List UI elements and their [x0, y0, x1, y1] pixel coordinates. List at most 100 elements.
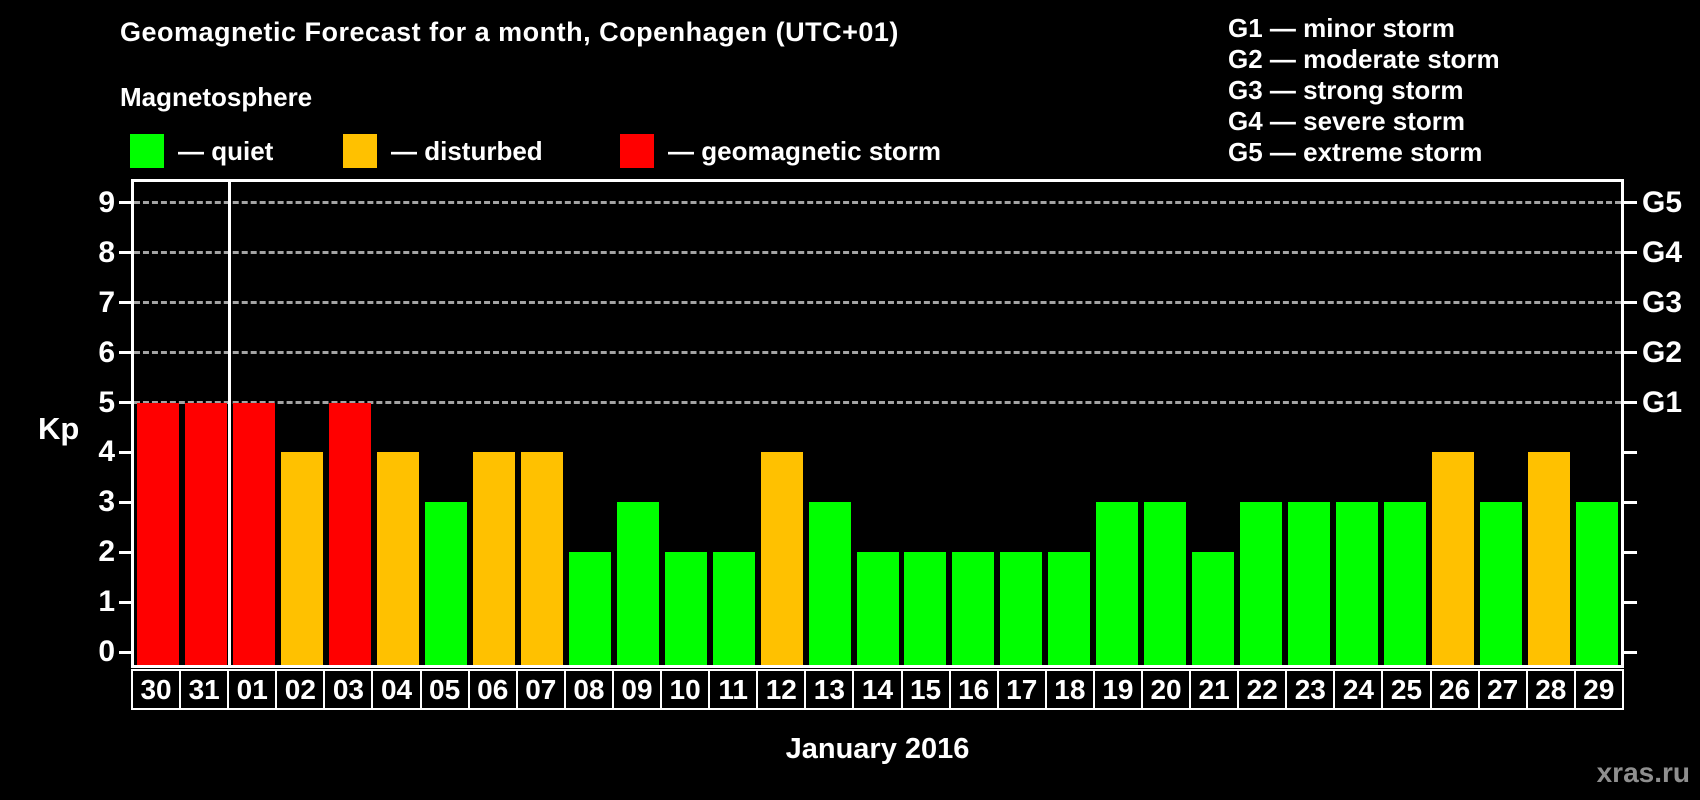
g-scale-legend: G1 — minor storm G2 — moderate storm G3 — …	[1228, 13, 1500, 168]
x-axis-label: January 2016	[785, 733, 970, 765]
y-tick-left-6	[119, 351, 132, 355]
day-cell-26: 26	[1429, 669, 1480, 710]
g-scale-legend-line: G2 — moderate storm	[1228, 44, 1500, 74]
y-tick-right-6	[1624, 351, 1637, 355]
day-cell-21: 21	[1189, 669, 1240, 710]
day-cell-07: 07	[515, 669, 566, 710]
y-tick-left-2	[119, 550, 132, 554]
day-cell-18: 18	[1044, 669, 1095, 710]
bar-day-06	[472, 452, 515, 665]
y-tick-label-3: 3	[98, 485, 115, 519]
y-tick-right-3	[1624, 500, 1637, 504]
g-scale-tick-label-G3: G3	[1642, 285, 1683, 319]
y-axis-label: Kp	[38, 411, 80, 446]
bar-day-18	[1048, 552, 1091, 665]
day-cell-05: 05	[419, 669, 470, 710]
day-cell-10: 10	[660, 669, 711, 710]
bar-day-04	[376, 452, 419, 665]
day-cell-27: 27	[1477, 669, 1528, 710]
day-cell-04: 04	[371, 669, 422, 710]
day-cell-25: 25	[1381, 669, 1432, 710]
bar-day-08	[568, 552, 611, 665]
bar-day-10	[664, 552, 707, 665]
y-tick-left-8	[119, 251, 132, 255]
day-cell-14: 14	[852, 669, 903, 710]
day-cell-22: 22	[1237, 669, 1288, 710]
disturbed-swatch	[343, 134, 377, 168]
y-tick-right-2	[1624, 550, 1637, 554]
g-scale-legend-line: G3 — strong storm	[1228, 75, 1464, 105]
bar-day-19	[1096, 502, 1139, 665]
bar-day-30	[136, 402, 179, 665]
day-cell-29: 29	[1573, 669, 1624, 710]
bar-day-24	[1336, 502, 1379, 665]
bar-day-25	[1384, 502, 1427, 665]
day-cell-12: 12	[756, 669, 807, 710]
day-cell-03: 03	[323, 669, 374, 710]
bar-day-12	[760, 452, 803, 665]
g-scale-tick-label-G5: G5	[1642, 185, 1683, 219]
bar-day-23	[1288, 502, 1331, 665]
y-tick-left-0	[119, 650, 132, 654]
day-cell-02: 02	[275, 669, 326, 710]
day-cell-15: 15	[900, 669, 951, 710]
bar-day-22	[1240, 502, 1283, 665]
day-cell-17: 17	[996, 669, 1047, 710]
day-cell-01: 01	[227, 669, 278, 710]
day-cell-13: 13	[804, 669, 855, 710]
gridline-kp9	[134, 200, 1621, 204]
magnetosphere-legend-title: Magnetosphere	[120, 82, 313, 112]
bar-day-17	[1000, 552, 1043, 665]
gridline-kp7	[134, 300, 1621, 304]
g-scale-legend-line: G1 — minor storm	[1228, 13, 1455, 43]
y-tick-right-0	[1624, 650, 1637, 654]
legend-item-label: — quiet	[178, 135, 274, 166]
day-cell-19: 19	[1092, 669, 1143, 710]
legend-item-label: — disturbed	[391, 135, 543, 166]
y-tick-right-7	[1624, 301, 1637, 305]
storm-swatch	[620, 134, 654, 168]
bar-day-01	[232, 402, 275, 665]
day-cell-24: 24	[1333, 669, 1384, 710]
day-cell-16: 16	[948, 669, 999, 710]
y-tick-right-5	[1624, 401, 1637, 404]
y-tick-right-9	[1624, 201, 1637, 205]
y-tick-left-9	[119, 201, 132, 205]
legend-item-disturbed: — disturbed	[343, 134, 543, 168]
y-tick-left-1	[119, 600, 132, 604]
y-tick-label-8: 8	[98, 235, 115, 269]
y-tick-left-3	[119, 500, 132, 504]
y-tick-label-7: 7	[98, 285, 115, 319]
y-tick-label-0: 0	[98, 635, 115, 668]
month-boundary-line	[228, 182, 232, 665]
bar-day-13	[808, 502, 851, 665]
y-tick-label-4: 4	[98, 435, 115, 469]
bar-day-26	[1432, 452, 1475, 665]
day-cell-11: 11	[708, 669, 759, 710]
bar-day-21	[1192, 552, 1235, 665]
g-scale-legend-line: G5 — extreme storm	[1228, 137, 1483, 167]
bar-day-15	[904, 552, 947, 665]
y-tick-right-4	[1624, 450, 1637, 454]
bar-day-16	[952, 552, 995, 665]
day-cell-20: 20	[1140, 669, 1192, 710]
day-cell-30: 30	[131, 669, 182, 710]
day-cell-28: 28	[1525, 669, 1576, 710]
y-tick-label-1: 1	[98, 585, 115, 619]
bar-day-02	[280, 452, 323, 665]
bar-day-20	[1144, 502, 1187, 665]
bar-day-29	[1576, 502, 1619, 665]
bar-day-14	[856, 552, 899, 665]
g-scale-legend-line: G4 — severe storm	[1228, 106, 1466, 136]
g-scale-tick-label-G2: G2	[1642, 335, 1683, 369]
legend-item-storm: — geomagnetic storm	[620, 134, 941, 168]
day-cell-08: 08	[563, 669, 614, 710]
y-tick-right-1	[1624, 600, 1637, 604]
bar-day-03	[328, 402, 371, 665]
bar-day-28	[1528, 452, 1571, 665]
watermark: xras.ru	[1596, 757, 1690, 788]
y-tick-label-5: 5	[98, 385, 115, 419]
y-tick-left-7	[119, 301, 132, 305]
y-tick-label-9: 9	[98, 185, 115, 219]
